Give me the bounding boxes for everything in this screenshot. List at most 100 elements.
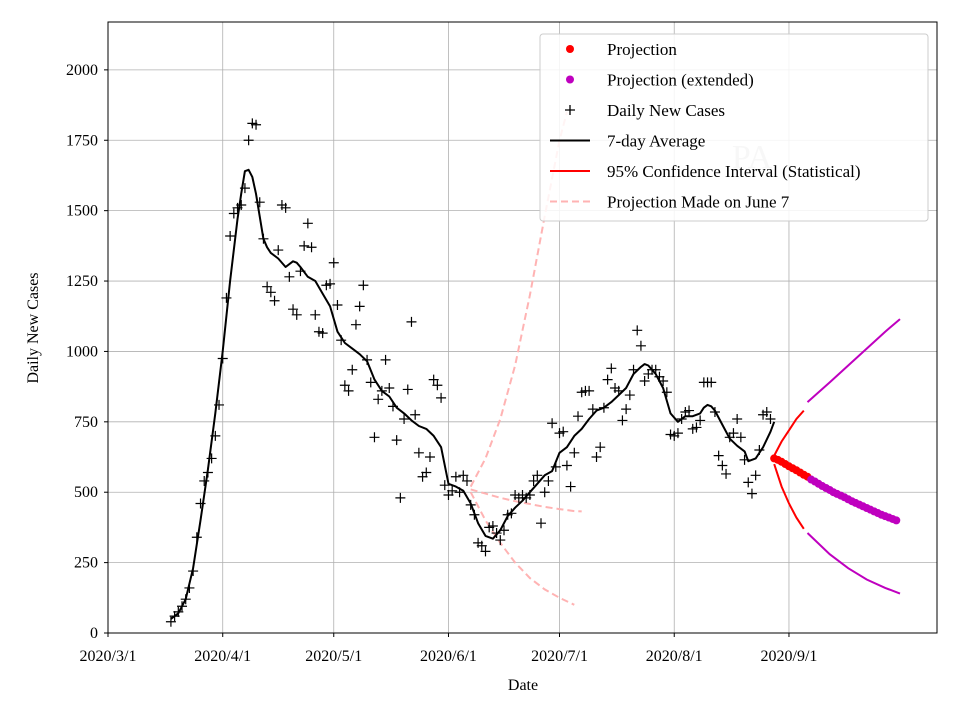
- legend-marker-dot: [566, 75, 574, 84]
- daily-case-marker: [280, 202, 291, 213]
- x-tick-label: 2020/9/1: [761, 648, 818, 665]
- seven-day-average-line: [170, 168, 776, 620]
- daily-case-marker: [684, 405, 695, 416]
- legend-label: Projection Made on June 7: [607, 193, 790, 212]
- x-tick-label: 2020/5/1: [305, 648, 362, 665]
- daily-case-marker: [624, 390, 635, 401]
- daily-case-marker: [461, 475, 472, 486]
- june7-projection-lower-line: [469, 491, 575, 606]
- daily-case-marker: [350, 319, 361, 330]
- daily-case-marker: [765, 414, 776, 425]
- daily-case-marker: [735, 432, 746, 443]
- daily-case-marker: [458, 470, 469, 481]
- daily-case-marker: [343, 385, 354, 396]
- daily-case-marker: [565, 481, 576, 492]
- daily-case-marker: [302, 218, 313, 229]
- daily-case-marker: [310, 309, 321, 320]
- daily-case-marker: [358, 280, 369, 291]
- daily-case-marker: [617, 415, 628, 426]
- projection-extended-point: [892, 516, 901, 525]
- daily-case-marker: [273, 245, 284, 256]
- ci-upper-line: [773, 409, 805, 457]
- y-tick-label: 1750: [66, 132, 98, 149]
- daily-case-marker: [439, 480, 450, 491]
- legend-label: Projection (extended): [607, 71, 754, 90]
- x-axis-label: Date: [508, 677, 538, 694]
- daily-case-marker: [606, 363, 617, 374]
- x-tick-label: 2020/6/1: [420, 648, 477, 665]
- daily-case-marker: [199, 475, 210, 486]
- daily-case-marker: [584, 385, 595, 396]
- daily-case-marker: [721, 468, 732, 479]
- daily-case-marker: [206, 453, 217, 464]
- daily-case-marker: [532, 470, 543, 481]
- daily-case-marker: [265, 287, 276, 298]
- daily-case-marker: [406, 316, 417, 327]
- daily-case-marker: [325, 278, 336, 289]
- daily-case-marker: [221, 292, 232, 303]
- daily-case-marker: [621, 404, 632, 415]
- y-tick-label: 1000: [66, 343, 98, 360]
- daily-case-marker: [262, 281, 273, 292]
- daily-case-marker: [391, 435, 402, 446]
- y-tick-label: 1250: [66, 273, 98, 290]
- daily-case-marker: [354, 301, 365, 312]
- daily-case-marker: [558, 426, 569, 437]
- daily-case-marker: [413, 447, 424, 458]
- daily-case-marker: [365, 377, 376, 388]
- legend-marker-plus: [565, 105, 575, 115]
- daily-case-marker: [750, 470, 761, 481]
- daily-case-marker: [573, 411, 584, 422]
- daily-case-marker: [380, 354, 391, 365]
- x-tick-label: 2020/8/1: [646, 648, 703, 665]
- daily-case-marker: [591, 452, 602, 463]
- daily-case-marker: [328, 257, 339, 268]
- daily-case-marker: [761, 406, 772, 417]
- daily-case-marker: [480, 546, 491, 557]
- daily-case-marker: [410, 409, 421, 420]
- daily-case-marker: [291, 309, 302, 320]
- daily-case-marker: [746, 488, 757, 499]
- daily-case-marker: [539, 487, 550, 498]
- daily-case-marker: [569, 447, 580, 458]
- y-tick-label: 1500: [66, 203, 98, 220]
- daily-case-marker: [395, 492, 406, 503]
- ci-lower-line: [773, 463, 805, 530]
- daily-case-marker: [728, 428, 739, 439]
- ci-extended-lower-line: [806, 532, 901, 595]
- y-tick-label: 0: [90, 625, 98, 642]
- daily-case-marker: [487, 521, 498, 532]
- daily-case-marker: [695, 415, 706, 426]
- daily-case-marker: [632, 325, 643, 336]
- x-tick-labels: 2020/3/1 2020/4/1 2020/5/1 2020/6/1 2020/7/1…: [80, 648, 818, 665]
- daily-case-marker: [639, 375, 650, 386]
- daily-case-marker: [269, 295, 280, 306]
- legend-label: Projection: [607, 40, 677, 59]
- daily-case-marker: [317, 328, 328, 339]
- daily-case-marker: [424, 452, 435, 463]
- daily-case-marker: [299, 240, 310, 251]
- y-axis-label: Daily New Cases: [25, 272, 42, 383]
- legend-marker-dot: [566, 45, 574, 53]
- y-tick-label: 250: [74, 555, 98, 572]
- daily-case-marker: [436, 392, 447, 403]
- x-tick-label: 2020/4/1: [194, 648, 251, 665]
- y-tick-label: 750: [74, 414, 98, 431]
- daily-case-marker: [543, 475, 554, 486]
- daily-case-marker: [399, 414, 410, 425]
- daily-case-marker: [228, 208, 239, 219]
- daily-case-marker: [635, 340, 646, 351]
- x-tick-label: 2020/7/1: [531, 648, 588, 665]
- daily-case-marker: [432, 380, 443, 391]
- daily-case-marker: [236, 200, 247, 211]
- daily-case-marker: [691, 422, 702, 433]
- june7-projection-mid-line: [470, 488, 582, 513]
- daily-case-marker: [602, 374, 613, 385]
- legend-label: 95% Confidence Interval (Statistical): [607, 162, 861, 181]
- daily-case-marker: [495, 535, 506, 546]
- daily-case-marker: [476, 540, 487, 551]
- daily-case-marker: [743, 477, 754, 488]
- daily-case-marker: [288, 304, 299, 315]
- daily-case-marker: [373, 394, 384, 405]
